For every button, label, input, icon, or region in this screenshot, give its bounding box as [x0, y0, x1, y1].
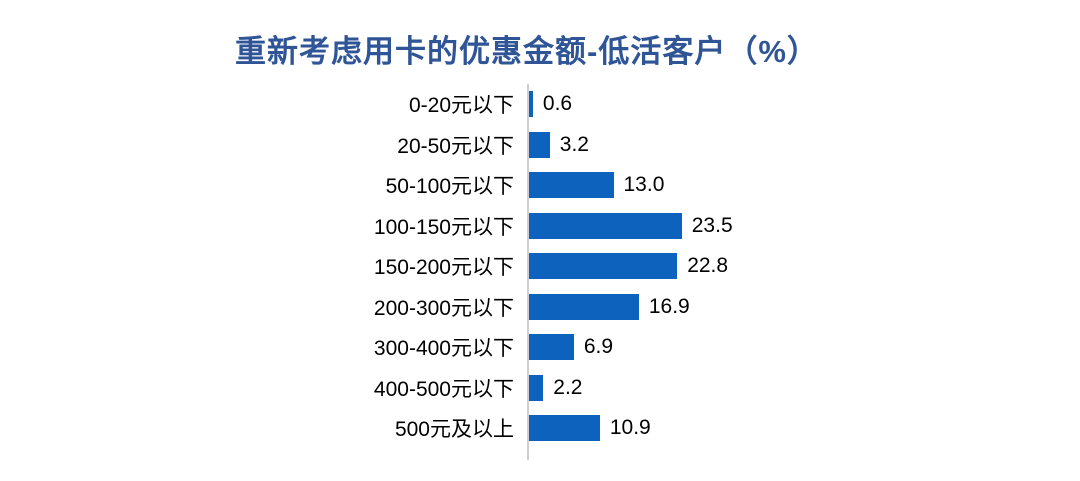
category-label: 200-300元以下 — [373, 296, 514, 320]
value-label: 10.9 — [609, 416, 651, 440]
value-label: 13.0 — [623, 173, 665, 197]
chart-row: 400-500元以下 2.2 — [0, 368, 1080, 409]
chart-title: 重新考虑用卡的优惠金额-低活客户（%） — [235, 34, 819, 69]
value-label: 6.9 — [583, 335, 614, 359]
chart-row: 20-50元以下 3.2 — [0, 125, 1080, 166]
bar — [529, 253, 678, 280]
category-label: 300-400元以下 — [373, 337, 514, 361]
value-label: 2.2 — [553, 375, 583, 399]
bar — [529, 334, 574, 361]
value-label: 0.6 — [542, 92, 573, 116]
chart-row: 500元及以上 10.9 — [0, 408, 1080, 449]
category-label: 400-500元以下 — [373, 377, 514, 401]
value-label: 3.2 — [559, 132, 589, 156]
bar — [529, 172, 614, 199]
category-label: 150-200元以下 — [373, 256, 514, 280]
bar — [529, 374, 544, 401]
chart-row: 0-20元以下 0.6 — [0, 84, 1080, 125]
chart-row: 200-300元以下 16.9 — [0, 287, 1080, 328]
chart-row: 50-100元以下 13.0 — [0, 165, 1080, 206]
bar — [529, 91, 533, 118]
chart-row: 100-150元以下 23.5 — [0, 206, 1080, 247]
bar-rows: 0-20元以下 0.6 20-50元以下 3.2 50-100元以下 13.0 … — [0, 84, 1080, 449]
category-label: 50-100元以下 — [385, 175, 514, 199]
value-label: 22.8 — [687, 254, 729, 278]
bar — [529, 293, 639, 320]
category-label: 100-150元以下 — [373, 215, 514, 239]
value-label: 16.9 — [648, 294, 690, 318]
chart-row: 150-200元以下 22.8 — [0, 246, 1080, 287]
category-axis-line — [527, 84, 529, 460]
value-label: 23.5 — [691, 213, 733, 237]
bar — [529, 212, 682, 239]
chart-row: 300-400元以下 6.9 — [0, 327, 1080, 368]
bar — [529, 415, 600, 442]
category-label: 20-50元以下 — [397, 134, 514, 158]
bar — [529, 131, 550, 158]
category-label: 500元及以上 — [394, 418, 514, 442]
category-label: 0-20元以下 — [408, 94, 514, 118]
